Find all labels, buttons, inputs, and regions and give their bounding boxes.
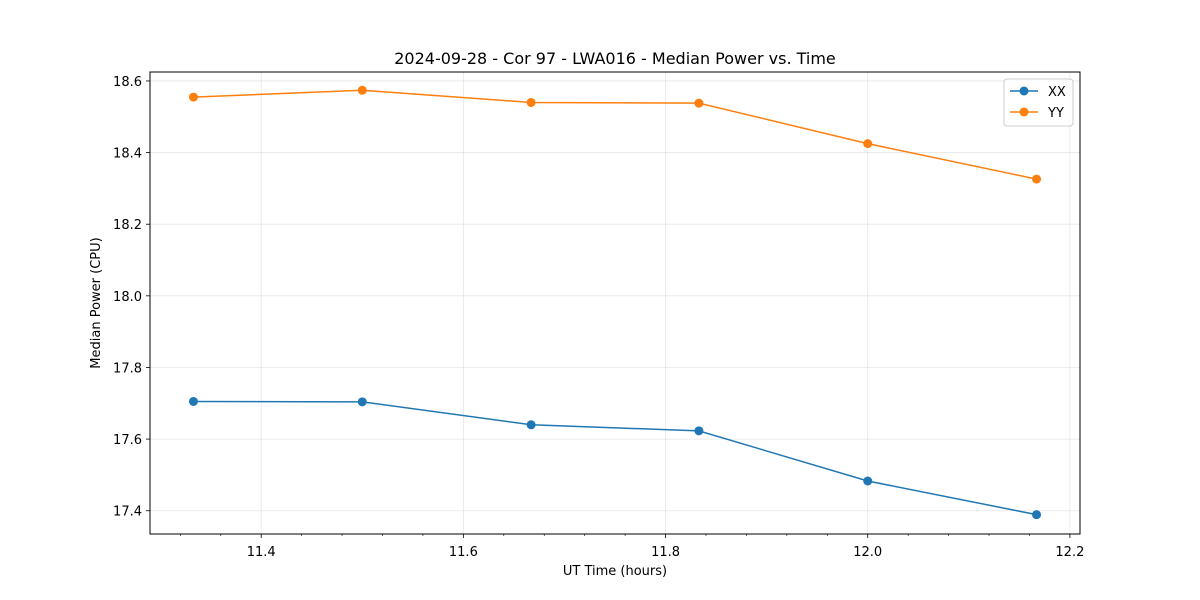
data-point-yy xyxy=(863,139,873,149)
legend-label: YY xyxy=(1047,106,1064,121)
data-point-yy xyxy=(357,85,367,95)
y-tick-label: 18.4 xyxy=(113,147,142,162)
legend-swatch-marker xyxy=(1019,107,1029,117)
data-point-xx xyxy=(357,397,367,407)
chart-title: 2024-09-28 - Cor 97 - LWA016 - Median Po… xyxy=(394,49,836,68)
x-tick-label: 12.0 xyxy=(853,545,882,560)
y-tick-label: 17.6 xyxy=(113,433,142,448)
series-xx xyxy=(188,396,1042,520)
legend-item-yy: YY xyxy=(1010,106,1064,121)
y-axis-ticks: 17.4 17.6 17.8 18.0 18.2 18.4 18.6 xyxy=(113,75,150,520)
data-point-yy xyxy=(694,98,704,108)
y-axis-label: Median Power (CPU) xyxy=(89,237,104,368)
data-point-xx xyxy=(694,426,704,436)
series-line-xx xyxy=(193,400,1037,516)
x-tick-label: 11.6 xyxy=(449,545,478,560)
data-point-xx xyxy=(188,396,198,406)
data-point-yy xyxy=(188,92,198,102)
y-tick-label: 17.4 xyxy=(113,505,142,520)
data-point-yy xyxy=(526,97,536,107)
legend-swatch-marker xyxy=(1019,86,1029,96)
x-tick-label: 11.8 xyxy=(651,545,680,560)
series-line-yy xyxy=(193,89,1037,180)
x-axis-ticks: 11.4 11.6 11.8 12.0 12.2 xyxy=(180,534,1084,560)
data-point-xx xyxy=(526,420,536,430)
legend: XX YY xyxy=(1003,78,1074,127)
data-point-yy xyxy=(1032,174,1042,184)
x-axis-label: UT Time (hours) xyxy=(563,564,667,579)
legend-label: XX xyxy=(1048,85,1066,100)
y-tick-label: 18.2 xyxy=(113,218,142,233)
series-layer xyxy=(188,85,1042,520)
legend-item-xx: XX xyxy=(1010,85,1066,100)
data-point-xx xyxy=(1032,510,1042,520)
x-tick-label: 12.2 xyxy=(1055,545,1084,560)
plot-frame xyxy=(149,71,1081,535)
series-yy xyxy=(188,85,1042,184)
y-tick-label: 17.8 xyxy=(113,361,142,376)
grid-layer xyxy=(150,72,1080,534)
data-point-xx xyxy=(863,476,873,486)
y-tick-label: 18.6 xyxy=(113,75,142,90)
y-tick-label: 18.0 xyxy=(113,290,142,305)
x-tick-label: 11.4 xyxy=(247,545,276,560)
